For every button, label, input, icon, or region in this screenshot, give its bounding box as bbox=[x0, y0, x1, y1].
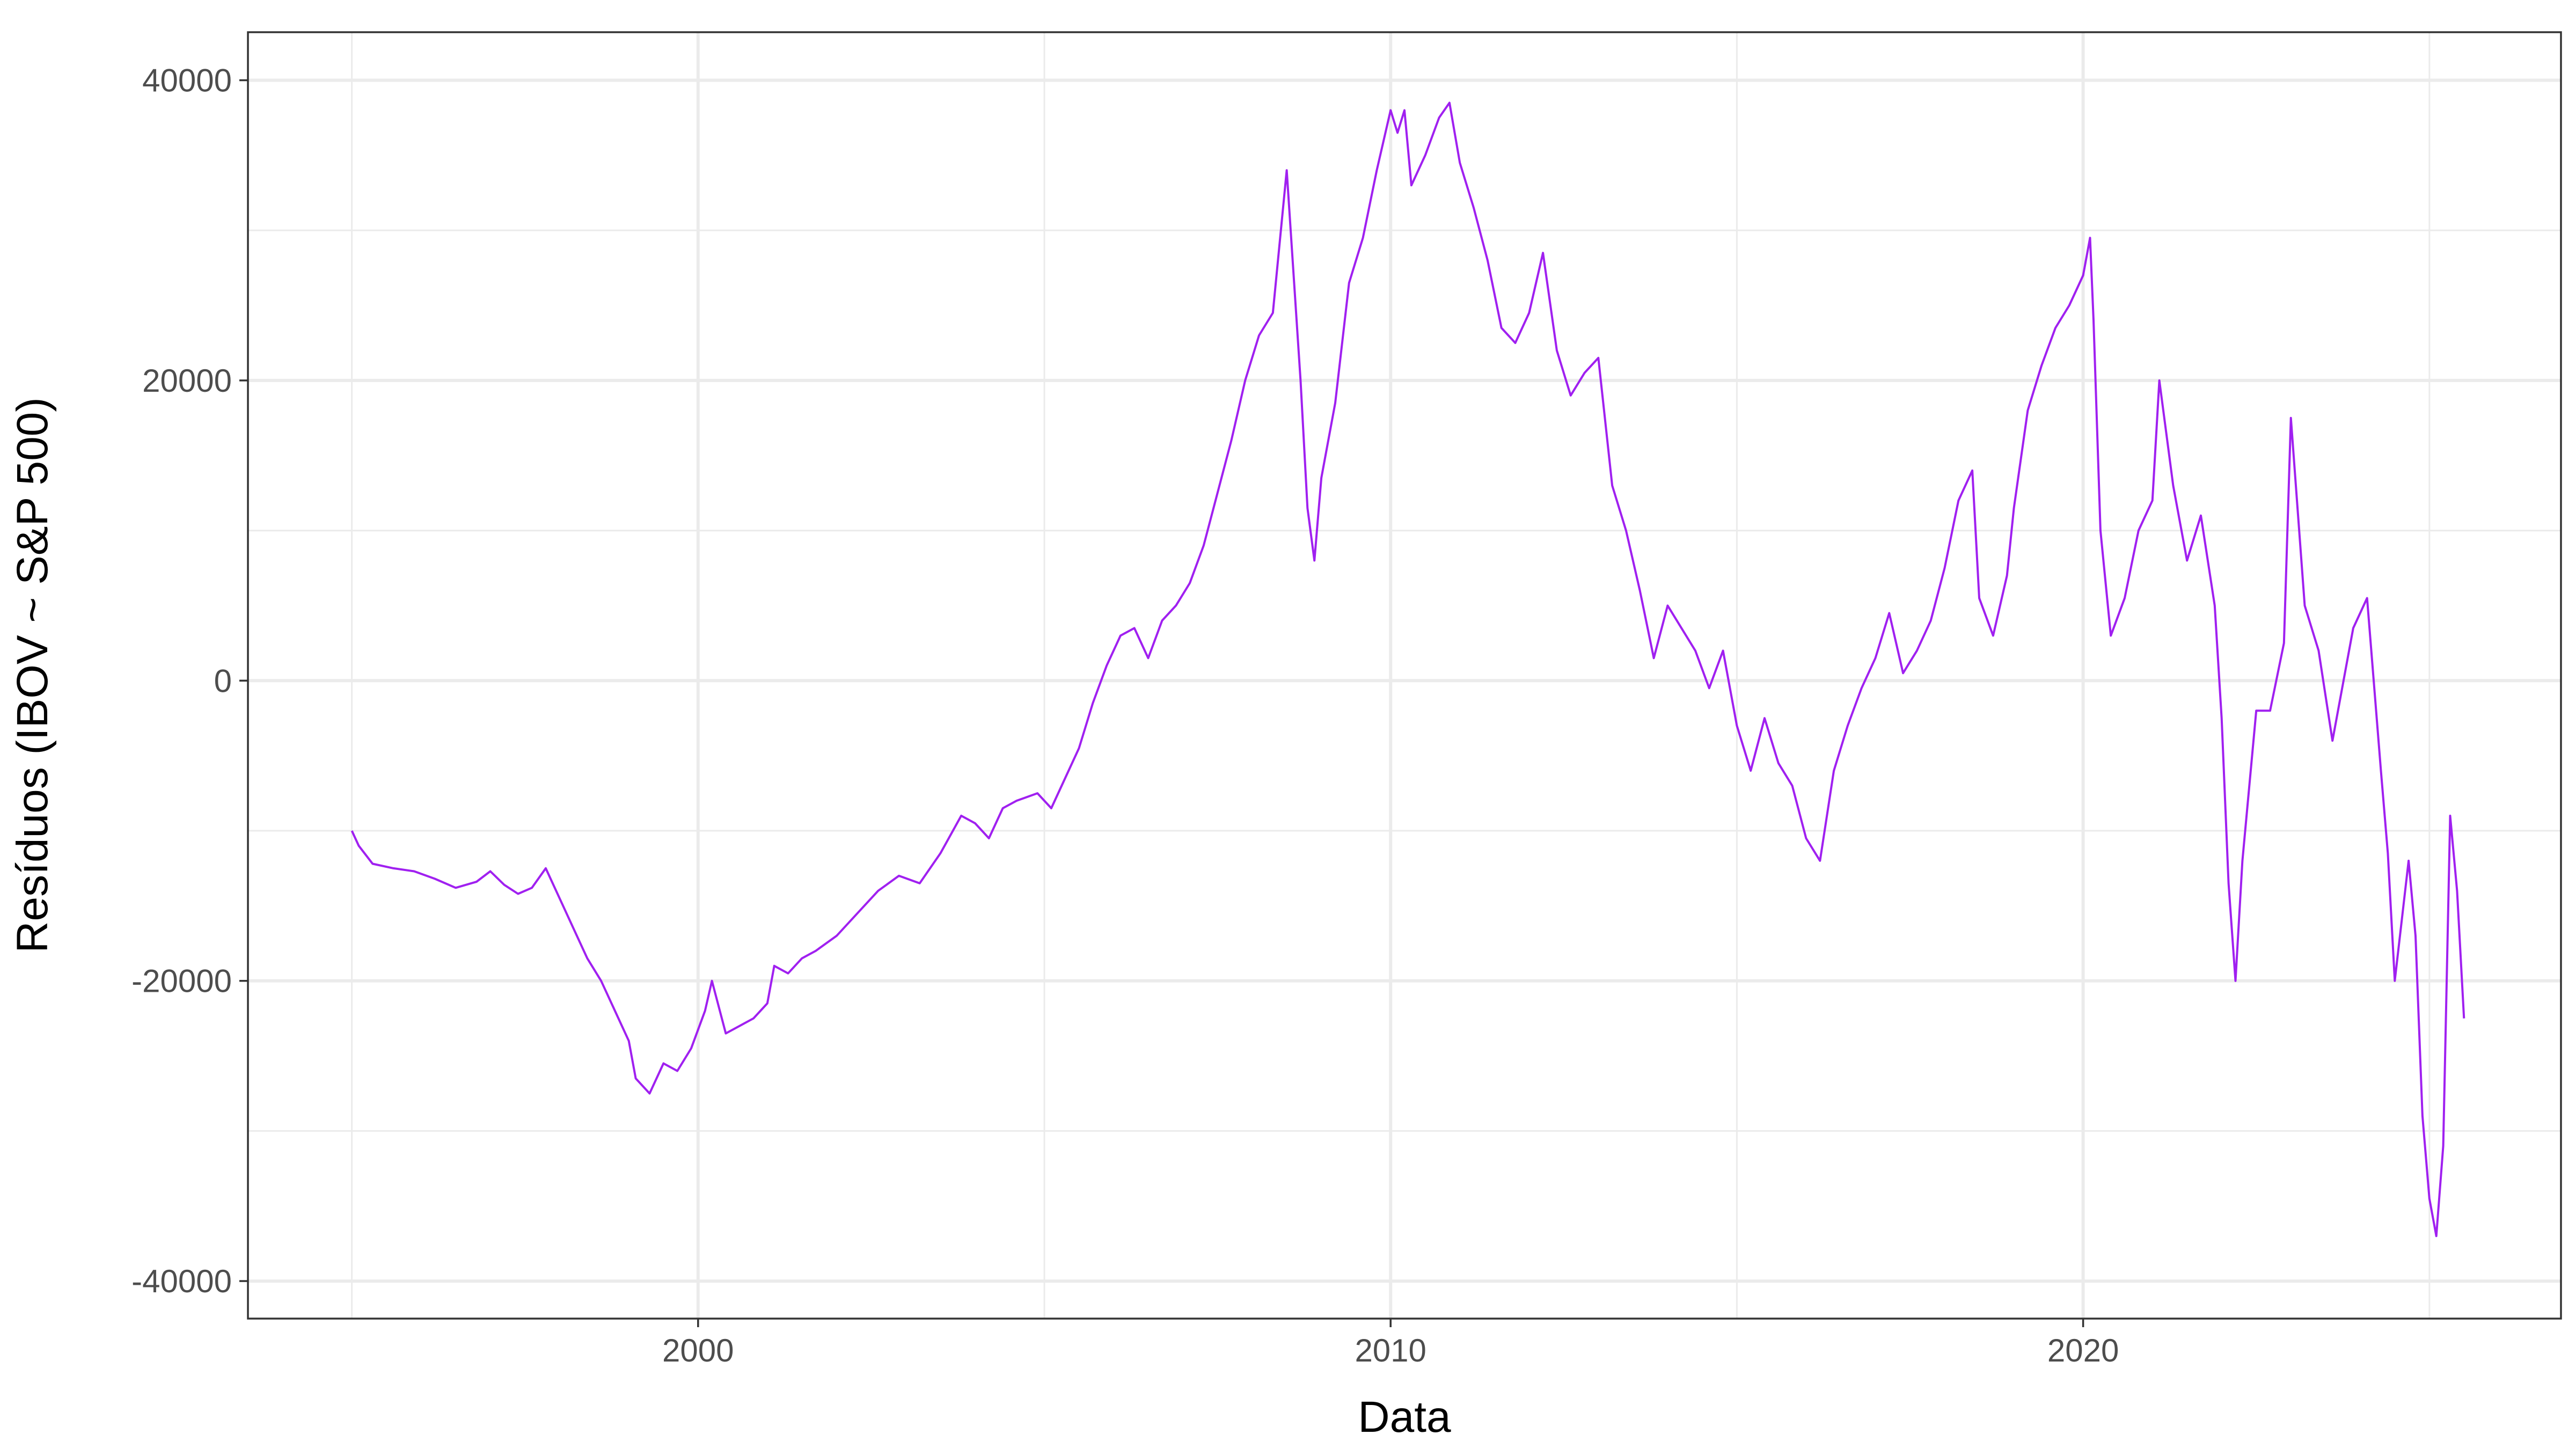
series-line bbox=[350, 101, 2465, 1238]
y-tick-label: 0 bbox=[214, 663, 232, 699]
plot-panel-background bbox=[248, 32, 2561, 1319]
x-tick-label: 2000 bbox=[662, 1333, 734, 1368]
x-tick-label: 2010 bbox=[1355, 1333, 1426, 1368]
series-layer bbox=[350, 101, 2465, 1238]
x-tick-label: 2020 bbox=[2047, 1333, 2119, 1368]
x-axis-title: Data bbox=[1358, 1393, 1451, 1441]
y-axis: -40000 -20000 0 20000 40000 bbox=[131, 63, 248, 1299]
y-tick-label: -40000 bbox=[131, 1263, 232, 1299]
minor-gridlines bbox=[248, 32, 2561, 1319]
y-axis-title: Resíduos (IBOV ~ S&P 500) bbox=[8, 397, 57, 953]
x-axis: 2000 2010 2020 bbox=[662, 1319, 2119, 1368]
y-tick-label: -20000 bbox=[131, 963, 232, 999]
major-gridlines bbox=[248, 32, 2561, 1319]
plot-panel-border bbox=[247, 31, 2562, 1320]
y-tick-label: 20000 bbox=[142, 363, 232, 399]
y-tick-label: 40000 bbox=[142, 63, 232, 99]
